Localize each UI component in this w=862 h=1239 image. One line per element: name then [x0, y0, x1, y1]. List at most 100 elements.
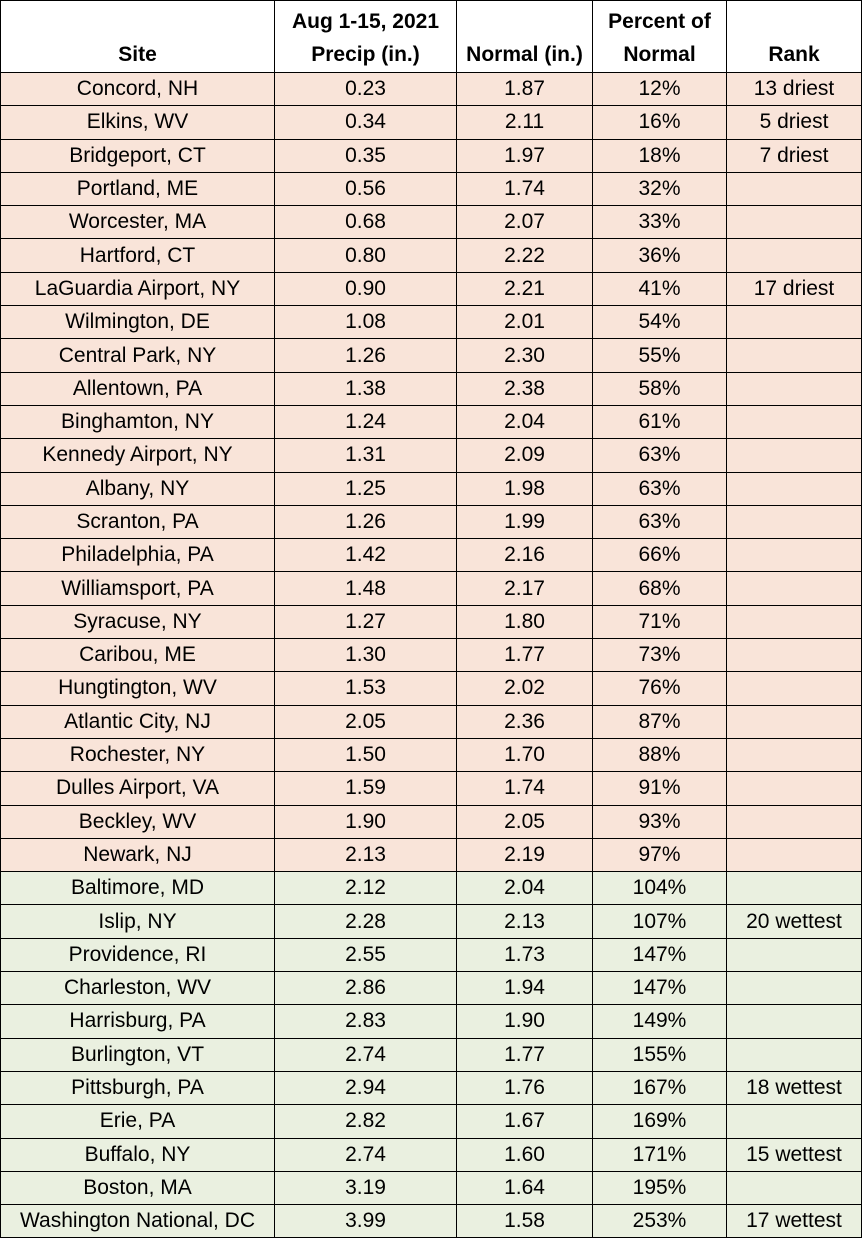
table-row: Atlantic City, NJ 2.05 2.36 87% — [0, 704, 862, 739]
cell-rank — [726, 1037, 862, 1072]
cell-normal: 1.98 — [456, 471, 593, 506]
cell-normal: 2.13 — [456, 904, 593, 939]
cell-normal: 1.97 — [456, 138, 593, 173]
cell-precip: 2.86 — [274, 971, 457, 1006]
cell-rank: 15 wettest — [726, 1137, 862, 1172]
cell-rank: 20 wettest — [726, 904, 862, 939]
table-row: Philadelphia, PA 1.42 2.16 66% — [0, 538, 862, 573]
cell-site: Harrisburg, PA — [0, 1004, 275, 1039]
table-row: Beckley, WV 1.90 2.05 93% — [0, 804, 862, 839]
header-precip-line1: Aug 1-15, 2021 — [291, 10, 440, 33]
header-percent-line2: Normal — [623, 43, 696, 66]
cell-rank — [726, 671, 862, 706]
table-row: Binghamton, NY 1.24 2.04 61% — [0, 404, 862, 440]
cell-percent: 91% — [592, 771, 727, 806]
cell-precip: 1.50 — [274, 737, 457, 773]
cell-normal: 2.11 — [456, 105, 593, 140]
cell-rank — [726, 971, 862, 1006]
cell-percent: 12% — [592, 71, 727, 107]
cell-rank: 5 driest — [726, 105, 862, 140]
cell-percent: 55% — [592, 338, 727, 373]
cell-rank — [726, 504, 862, 540]
table-row: Williamsport, PA 1.48 2.17 68% — [0, 571, 862, 606]
cell-percent: 63% — [592, 504, 727, 540]
cell-rank — [726, 371, 862, 406]
cell-percent: 68% — [592, 571, 727, 606]
table-row: Syracuse, NY 1.27 1.80 71% — [0, 604, 862, 640]
cell-precip: 1.25 — [274, 471, 457, 506]
cell-rank — [726, 638, 862, 673]
cell-precip: 1.53 — [274, 671, 457, 706]
cell-percent: 195% — [592, 1170, 727, 1206]
header-rank: Rank — [726, 0, 862, 73]
cell-site: Hungtington, WV — [0, 671, 275, 706]
cell-normal: 2.07 — [456, 205, 593, 240]
cell-rank: 13 driest — [726, 71, 862, 107]
cell-site: Dulles Airport, VA — [0, 771, 275, 806]
table-row: Elkins, WV 0.34 2.11 16% 5 driest — [0, 105, 862, 140]
cell-normal: 1.60 — [456, 1137, 593, 1172]
cell-normal: 1.76 — [456, 1070, 593, 1106]
cell-precip: 1.38 — [274, 371, 457, 406]
header-site: Site — [0, 0, 275, 73]
table-row: Buffalo, NY 2.74 1.60 171% 15 wettest — [0, 1137, 862, 1172]
table-row: Providence, RI 2.55 1.73 147% — [0, 937, 862, 973]
cell-percent: 18% — [592, 138, 727, 173]
table-row: Islip, NY 2.28 2.13 107% 20 wettest — [0, 904, 862, 939]
cell-site: Newark, NJ — [0, 837, 275, 873]
cell-site: Wilmington, DE — [0, 305, 275, 340]
cell-precip: 1.90 — [274, 804, 457, 839]
cell-rank: 17 driest — [726, 271, 862, 307]
cell-percent: 58% — [592, 371, 727, 406]
cell-site: Atlantic City, NJ — [0, 704, 275, 739]
table-row: Newark, NJ 2.13 2.19 97% — [0, 837, 862, 873]
cell-percent: 147% — [592, 971, 727, 1006]
cell-precip: 2.55 — [274, 937, 457, 973]
cell-site: Hartford, CT — [0, 238, 275, 273]
cell-percent: 107% — [592, 904, 727, 939]
cell-site: Baltimore, MD — [0, 871, 275, 906]
cell-percent: 63% — [592, 438, 727, 473]
cell-site: Albany, NY — [0, 471, 275, 506]
cell-rank — [726, 305, 862, 340]
cell-site: Elkins, WV — [0, 105, 275, 140]
cell-precip: 1.59 — [274, 771, 457, 806]
table-row: Central Park, NY 1.26 2.30 55% — [0, 338, 862, 373]
cell-site: Williamsport, PA — [0, 571, 275, 606]
cell-site: Scranton, PA — [0, 504, 275, 540]
cell-site: Kennedy Airport, NY — [0, 438, 275, 473]
cell-site: Allentown, PA — [0, 371, 275, 406]
cell-rank — [726, 604, 862, 640]
table-row: Burlington, VT 2.74 1.77 155% — [0, 1037, 862, 1072]
cell-precip: 1.42 — [274, 538, 457, 573]
cell-site: Central Park, NY — [0, 338, 275, 373]
cell-precip: 2.12 — [274, 871, 457, 906]
cell-precip: 1.24 — [274, 404, 457, 440]
cell-precip: 1.26 — [274, 504, 457, 540]
table-row: Bridgeport, CT 0.35 1.97 18% 7 driest — [0, 138, 862, 173]
cell-normal: 2.09 — [456, 438, 593, 473]
cell-percent: 169% — [592, 1104, 727, 1139]
cell-normal: 2.21 — [456, 271, 593, 307]
cell-site: Concord, NH — [0, 71, 275, 107]
cell-precip: 0.34 — [274, 105, 457, 140]
cell-rank — [726, 471, 862, 506]
cell-site: Portland, ME — [0, 171, 275, 207]
cell-precip: 2.94 — [274, 1070, 457, 1106]
cell-site: Binghamton, NY — [0, 404, 275, 440]
cell-normal: 2.17 — [456, 571, 593, 606]
cell-percent: 73% — [592, 638, 727, 673]
cell-percent: 167% — [592, 1070, 727, 1106]
cell-normal: 2.04 — [456, 404, 593, 440]
cell-normal: 1.70 — [456, 737, 593, 773]
cell-precip: 0.80 — [274, 238, 457, 273]
cell-percent: 93% — [592, 804, 727, 839]
cell-site: Washington National, DC — [0, 1204, 275, 1239]
cell-percent: 76% — [592, 671, 727, 706]
table-row: LaGuardia Airport, NY 0.90 2.21 41% 17 dries… — [0, 271, 862, 307]
cell-precip: 1.31 — [274, 438, 457, 473]
cell-normal: 1.58 — [456, 1204, 593, 1239]
cell-site: Boston, MA — [0, 1170, 275, 1206]
cell-precip: 2.05 — [274, 704, 457, 739]
